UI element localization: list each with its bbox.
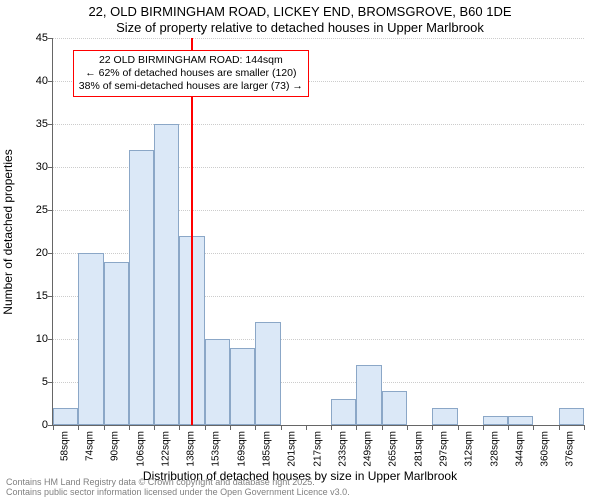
x-tick <box>559 425 560 430</box>
histogram-bar <box>230 348 255 425</box>
x-tick-label: 90sqm <box>110 431 121 461</box>
x-tick-label: 344sqm <box>514 431 525 467</box>
histogram-bar <box>205 339 230 425</box>
x-tick-label: 122sqm <box>160 431 171 467</box>
histogram-bar <box>255 322 280 425</box>
x-tick <box>104 425 105 430</box>
y-tick <box>48 124 53 125</box>
x-tick <box>382 425 383 430</box>
x-tick <box>53 425 54 430</box>
x-tick <box>129 425 130 430</box>
x-tick-label: 185sqm <box>261 431 272 467</box>
x-tick <box>154 425 155 430</box>
footer-line2: Contains public sector information licen… <box>6 488 350 498</box>
histogram-bar <box>356 365 381 425</box>
x-tick-label: 153sqm <box>211 431 222 467</box>
histogram-bar <box>104 262 129 425</box>
x-tick-label: 138sqm <box>186 431 197 467</box>
y-tick-label: 20 <box>8 247 48 259</box>
x-tick-label: 328sqm <box>489 431 500 467</box>
x-tick <box>533 425 534 430</box>
x-tick <box>255 425 256 430</box>
x-tick <box>407 425 408 430</box>
gridline <box>53 124 584 125</box>
y-tick-label: 30 <box>8 161 48 173</box>
x-tick <box>356 425 357 430</box>
y-tick-label: 25 <box>8 204 48 216</box>
x-tick <box>281 425 282 430</box>
histogram-bar <box>53 408 78 425</box>
x-tick-label: 201sqm <box>287 431 298 467</box>
y-tick-label: 0 <box>8 419 48 431</box>
x-tick-label: 360sqm <box>540 431 551 467</box>
histogram-bar <box>78 253 103 425</box>
histogram-bar <box>129 150 154 425</box>
y-tick-label: 45 <box>8 32 48 44</box>
x-tick <box>306 425 307 430</box>
histogram-bar <box>559 408 584 425</box>
x-tick-label: 376sqm <box>565 431 576 467</box>
y-tick-label: 40 <box>8 75 48 87</box>
x-tick-label: 106sqm <box>135 431 146 467</box>
chart-title-line1: 22, OLD BIRMINGHAM ROAD, LICKEY END, BRO… <box>0 4 600 19</box>
x-tick-label: 233sqm <box>337 431 348 467</box>
x-tick-label: 74sqm <box>84 431 95 461</box>
x-tick-label: 58sqm <box>59 431 70 461</box>
footer-attribution: Contains HM Land Registry data © Crown c… <box>6 478 350 498</box>
histogram-bar <box>432 408 457 425</box>
x-tick <box>179 425 180 430</box>
y-tick <box>48 382 53 383</box>
x-tick-label: 312sqm <box>464 431 475 467</box>
gridline <box>53 38 584 39</box>
annotation-box: 22 OLD BIRMINGHAM ROAD: 144sqm← 62% of d… <box>73 50 309 97</box>
histogram-bar <box>382 391 407 425</box>
y-tick <box>48 296 53 297</box>
x-tick <box>584 425 585 430</box>
x-tick-label: 249sqm <box>363 431 374 467</box>
y-tick <box>48 253 53 254</box>
y-tick-label: 10 <box>8 333 48 345</box>
histogram-bar <box>483 416 508 425</box>
y-tick <box>48 81 53 82</box>
x-tick <box>78 425 79 430</box>
x-tick-label: 169sqm <box>236 431 247 467</box>
annotation-line: 38% of semi-detached houses are larger (… <box>79 80 303 93</box>
chart-container: 22, OLD BIRMINGHAM ROAD, LICKEY END, BRO… <box>0 0 600 500</box>
x-tick <box>508 425 509 430</box>
y-tick-label: 35 <box>8 118 48 130</box>
y-tick-label: 5 <box>8 376 48 388</box>
x-tick <box>205 425 206 430</box>
histogram-bar <box>154 124 179 425</box>
annotation-line: ← 62% of detached houses are smaller (12… <box>79 67 303 80</box>
y-tick <box>48 210 53 211</box>
x-tick <box>483 425 484 430</box>
x-tick <box>331 425 332 430</box>
y-tick-label: 15 <box>8 290 48 302</box>
x-tick <box>458 425 459 430</box>
x-tick-label: 217sqm <box>312 431 323 467</box>
x-tick-label: 297sqm <box>438 431 449 467</box>
x-tick <box>230 425 231 430</box>
annotation-line: 22 OLD BIRMINGHAM ROAD: 144sqm <box>79 54 303 67</box>
histogram-bar <box>331 399 356 425</box>
histogram-bar <box>508 416 533 425</box>
y-tick <box>48 339 53 340</box>
x-tick <box>432 425 433 430</box>
x-tick-label: 265sqm <box>388 431 399 467</box>
y-tick <box>48 167 53 168</box>
chart-title-line2: Size of property relative to detached ho… <box>0 20 600 35</box>
y-tick <box>48 38 53 39</box>
x-tick-label: 281sqm <box>413 431 424 467</box>
plot-area: 22 OLD BIRMINGHAM ROAD: 144sqm← 62% of d… <box>52 38 584 426</box>
